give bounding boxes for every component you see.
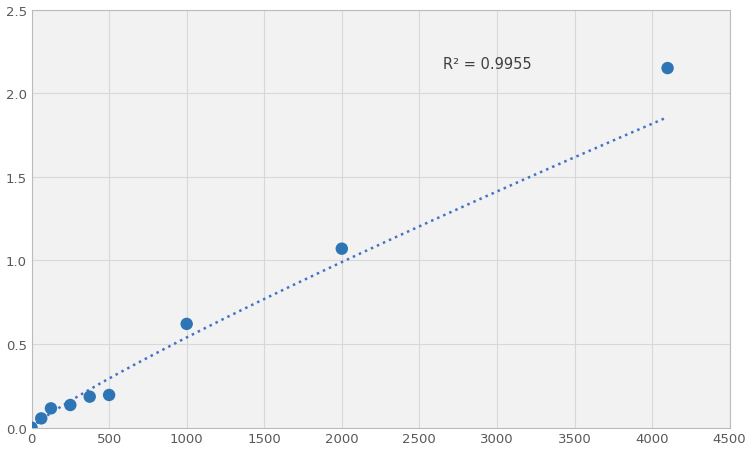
Point — [180, 321, 193, 328]
Point — [35, 415, 47, 422]
Point — [83, 393, 96, 400]
Point — [65, 401, 77, 409]
Point — [26, 424, 38, 431]
Point — [336, 245, 348, 253]
Point — [662, 65, 674, 73]
Point — [103, 391, 115, 399]
Text: R² = 0.9955: R² = 0.9955 — [443, 57, 531, 72]
Point — [45, 405, 57, 412]
